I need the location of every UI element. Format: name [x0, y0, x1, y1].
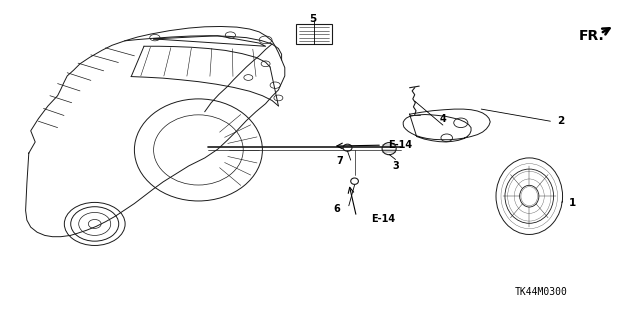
Text: E-14: E-14: [371, 213, 396, 224]
Text: 7: 7: [336, 156, 343, 166]
Text: TK44M0300: TK44M0300: [515, 287, 567, 297]
Text: 5: 5: [308, 14, 316, 24]
Text: 6: 6: [333, 204, 340, 214]
Text: 4: 4: [440, 114, 446, 124]
Text: FR.: FR.: [579, 29, 605, 43]
Bar: [296, 24, 332, 44]
Text: E-14: E-14: [388, 140, 413, 150]
Text: 1: 1: [568, 197, 575, 208]
Text: 3: 3: [392, 161, 399, 171]
Text: 2: 2: [557, 116, 564, 126]
